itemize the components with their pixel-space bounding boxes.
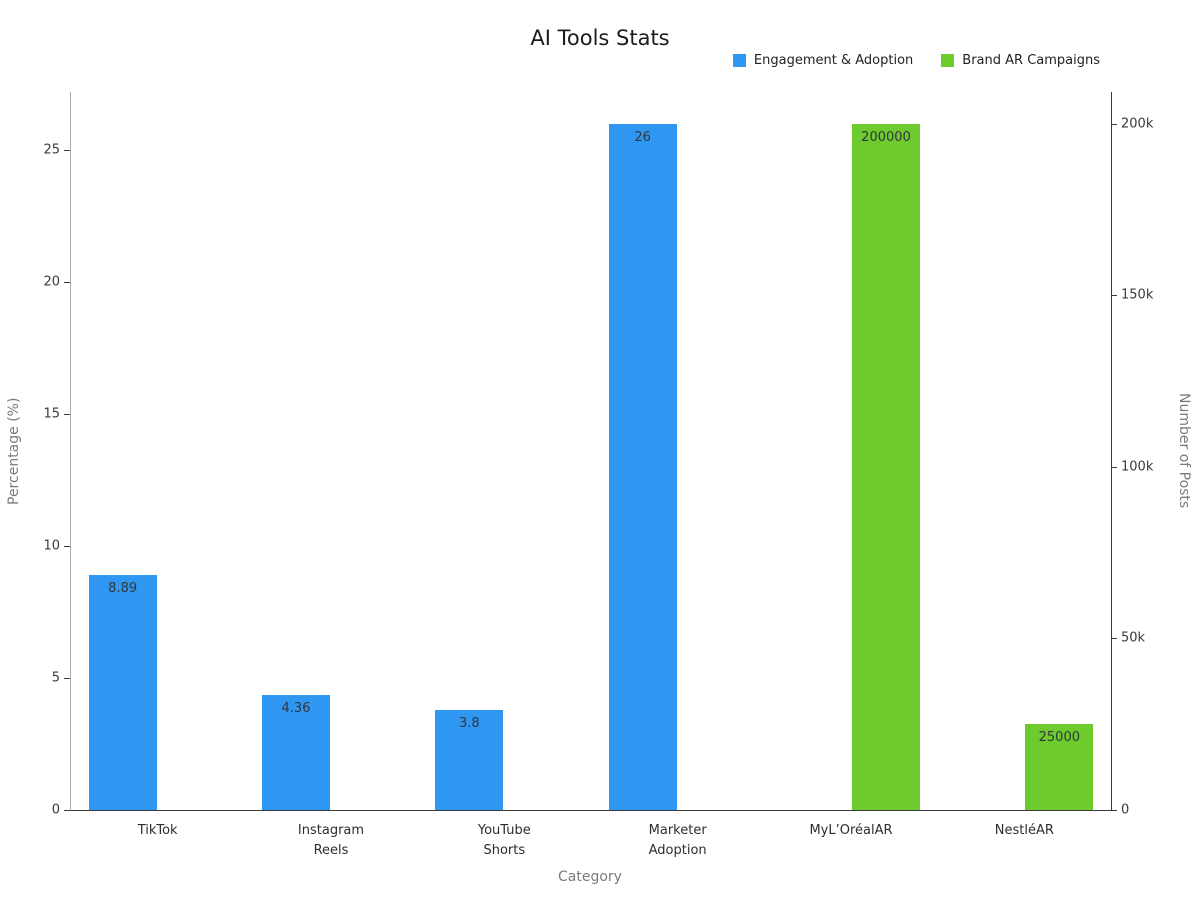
legend-swatch-brand-ar-campaigns [941, 54, 955, 67]
y-tick-label-right: 150k [1121, 287, 1154, 303]
legend-item-brand-ar-campaigns[interactable]: Brand AR Campaigns [941, 53, 1100, 68]
bar: 25000 [1025, 724, 1094, 810]
y-axis-title-right: Number of Posts [1176, 393, 1192, 509]
legend-item-engagement-adoption[interactable]: Engagement & Adoption [732, 53, 914, 68]
legend-label-brand-ar-campaigns: Brand AR Campaigns [962, 53, 1100, 68]
y-tick-label-left: 15 [43, 406, 60, 422]
y-tick-mark-left [64, 282, 70, 284]
y-tick-mark-right [1111, 295, 1117, 297]
bar: 8.89 [88, 575, 157, 810]
x-axis-title: Category [558, 869, 622, 885]
x-tick-label: YouTube Shorts [477, 823, 531, 858]
y-tick-mark-right [1111, 638, 1117, 640]
bar-value-label: 200000 [861, 129, 911, 145]
y-tick-mark-left [64, 546, 70, 548]
y-tick-mark-left [64, 414, 70, 416]
y-tick-label-left: 20 [43, 274, 60, 290]
legend-label-engagement-adoption: Engagement & Adoption [753, 53, 914, 68]
legend: Engagement & Adoption Brand AR Campaigns [732, 53, 1100, 68]
y-tick-mark-right [1111, 466, 1117, 468]
y-tick-mark-right [1111, 123, 1117, 125]
bar: 200000 [852, 123, 920, 810]
y-tick-label-left: 25 [43, 142, 60, 158]
y-tick-label-left: 10 [43, 538, 60, 554]
bar-value-label: 26 [634, 129, 651, 145]
bar-value-label: 8.89 [108, 581, 138, 597]
bar-value-label: 4.36 [281, 700, 311, 716]
chart-title: AI Tools Stats [530, 26, 670, 50]
x-tick-label: TikTok [137, 823, 178, 838]
x-tick-label: NestléAR [994, 823, 1054, 838]
bar: 26 [608, 123, 677, 810]
bar: 3.8 [435, 709, 504, 810]
bar-value-label: 3.8 [458, 715, 480, 731]
y-tick-label-left: 5 [51, 670, 60, 686]
y-tick-label-right: 200k [1121, 116, 1154, 132]
x-tick-label: MyL’OréalAR [809, 823, 893, 838]
bar: 4.36 [262, 694, 330, 810]
y-tick-label-left: 0 [51, 802, 60, 818]
x-tick-label: Marketer Adoption [648, 823, 707, 858]
y-tick-label-right: 0 [1121, 802, 1130, 818]
y-tick-label-right: 50k [1121, 630, 1146, 646]
y-axis-title-left: Percentage (%) [6, 397, 22, 505]
bar-value-label: 25000 [1038, 730, 1080, 746]
y-tick-mark-left [64, 810, 70, 811]
y-tick-mark-right [1111, 810, 1117, 811]
y-tick-mark-left [64, 150, 70, 152]
x-tick-label: Instagram Reels [297, 823, 365, 858]
plot-area: 0 5 10 15 20 25 0 50k 100k 150k 200k 8.89 TikTok 4.36… [43, 92, 1153, 858]
legend-swatch-engagement-adoption [732, 54, 746, 67]
y-tick-mark-left [64, 678, 70, 679]
y-tick-label-right: 100k [1121, 459, 1154, 475]
